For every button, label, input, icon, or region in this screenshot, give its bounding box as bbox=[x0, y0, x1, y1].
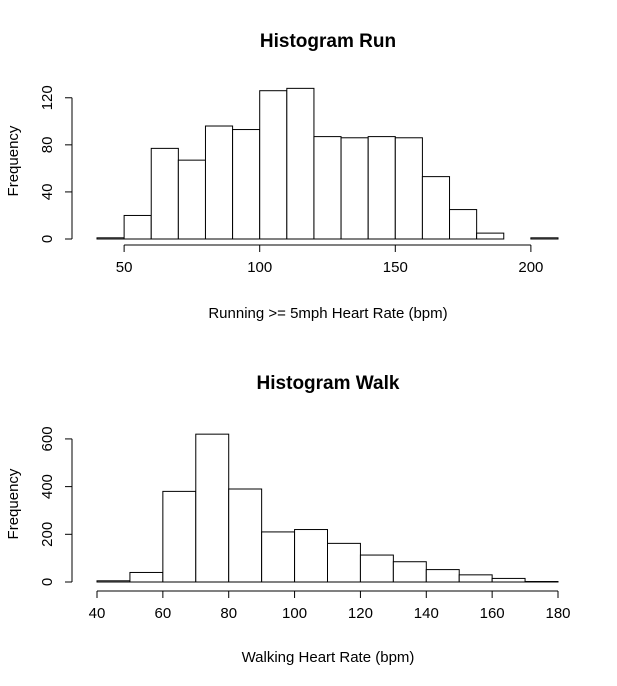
y-tick-label: 600 bbox=[39, 426, 56, 451]
histogram-bar-10 bbox=[425, 569, 460, 583]
y-tick-label: 80 bbox=[39, 137, 56, 154]
x-tick-label: 140 bbox=[414, 605, 439, 622]
histogram-bar-2 bbox=[150, 147, 179, 240]
y-tick-label: 40 bbox=[39, 184, 56, 201]
histogram-bar-6 bbox=[294, 529, 329, 583]
x-tick-label: 180 bbox=[545, 605, 570, 622]
chart-title: Histogram Walk bbox=[257, 373, 400, 394]
x-axis: 50 100 150 200 bbox=[116, 244, 543, 276]
y-tick-label: 200 bbox=[39, 522, 56, 547]
histogram-bar-3 bbox=[195, 433, 230, 583]
y-axis-label: Frequency bbox=[5, 125, 22, 196]
y-tick-label: 0 bbox=[39, 235, 56, 243]
histogram-bar-8 bbox=[359, 554, 394, 583]
y-tick-label: 400 bbox=[39, 474, 56, 499]
histogram-bar-5 bbox=[261, 531, 296, 583]
histogram-bar-6 bbox=[259, 90, 288, 240]
histogram-bar-7 bbox=[327, 542, 361, 583]
histogram-bar-1 bbox=[129, 571, 164, 583]
histogram-bar-12 bbox=[421, 176, 451, 240]
x-tick-label: 160 bbox=[480, 605, 505, 622]
bars bbox=[96, 87, 559, 240]
x-axis-label: Running >= 5mph Heart Rate (bpm) bbox=[208, 305, 447, 322]
histogram-bar-8 bbox=[313, 136, 342, 240]
histogram-bar-13 bbox=[449, 209, 478, 240]
histogram-bar-2 bbox=[162, 490, 197, 583]
histogram-bar-14 bbox=[476, 232, 505, 240]
histogram-walk-panel: Histogram Walk Frequency Walking Heart R… bbox=[5, 373, 571, 666]
histogram-bar-9 bbox=[392, 561, 427, 583]
x-tick-label: 80 bbox=[220, 605, 237, 622]
histogram-bar-7 bbox=[286, 87, 315, 240]
histogram-bar-3 bbox=[177, 159, 206, 240]
histogram-bar-4 bbox=[204, 125, 234, 240]
histogram-bar-11 bbox=[458, 574, 493, 583]
x-axis: 40 60 80 100 120 140 160 180 bbox=[89, 590, 571, 622]
x-tick-label: 40 bbox=[89, 605, 106, 622]
y-axis: 0 40 80 120 bbox=[39, 85, 73, 243]
x-tick-label: 50 bbox=[116, 259, 133, 276]
x-tick-label: 150 bbox=[383, 259, 408, 276]
x-tick-label: 100 bbox=[247, 259, 272, 276]
y-axis: 0 200 400 600 bbox=[39, 426, 73, 586]
x-tick-label: 120 bbox=[348, 605, 373, 622]
histogram-bar-9 bbox=[340, 137, 369, 240]
bars bbox=[96, 433, 559, 583]
y-axis-label: Frequency bbox=[5, 468, 22, 539]
histogram-bar-11 bbox=[394, 137, 423, 240]
histogram-bar-16 bbox=[530, 237, 559, 240]
x-tick-label: 60 bbox=[155, 605, 172, 622]
y-tick-label: 120 bbox=[39, 85, 56, 110]
histogram-bar-0 bbox=[96, 580, 131, 583]
histogram-bar-0 bbox=[96, 237, 125, 240]
histogram-run-panel: Histogram Run Frequency Running >= 5mph … bbox=[5, 31, 559, 322]
x-tick-label: 200 bbox=[518, 259, 543, 276]
histogram-bar-5 bbox=[232, 129, 261, 240]
histogram-bar-4 bbox=[228, 488, 263, 583]
histogram-bar-12 bbox=[491, 577, 526, 583]
histogram-bar-10 bbox=[367, 136, 396, 240]
y-tick-label: 0 bbox=[39, 578, 56, 586]
x-axis-label: Walking Heart Rate (bpm) bbox=[242, 649, 415, 666]
histogram-bar-1 bbox=[123, 214, 152, 240]
chart-title: Histogram Run bbox=[260, 31, 396, 52]
x-tick-label: 100 bbox=[282, 605, 307, 622]
